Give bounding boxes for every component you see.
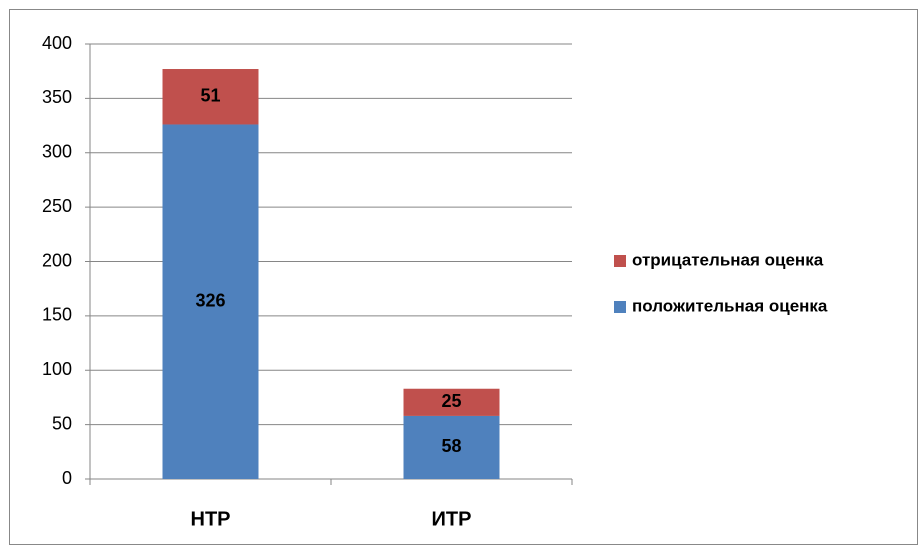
legend-swatch <box>614 301 626 313</box>
bar-segment <box>162 124 259 479</box>
y-tick-label: 50 <box>52 413 72 433</box>
y-tick-label: 300 <box>42 142 72 162</box>
data-label: 326 <box>195 290 225 310</box>
x-tick-label: ИТР <box>432 508 472 530</box>
bar-segment <box>403 388 500 416</box>
y-tick-label: 350 <box>42 87 72 107</box>
y-tick-label: 100 <box>42 359 72 379</box>
data-label: 51 <box>200 85 220 105</box>
data-label: 58 <box>441 436 461 456</box>
y-tick-label: 0 <box>62 468 72 488</box>
bar-segment <box>162 69 259 125</box>
legend-swatch <box>614 255 626 267</box>
y-tick-label: 400 <box>42 33 72 53</box>
data-label: 25 <box>441 391 461 411</box>
y-tick-label: 200 <box>42 250 72 270</box>
legend-label: положительная оценка <box>632 296 828 315</box>
bar-segment <box>403 415 500 479</box>
y-tick-label: 250 <box>42 196 72 216</box>
legend-label: отрицательная оценка <box>632 250 824 269</box>
x-tick-label: НТР <box>191 508 231 530</box>
y-tick-label: 150 <box>42 305 72 325</box>
